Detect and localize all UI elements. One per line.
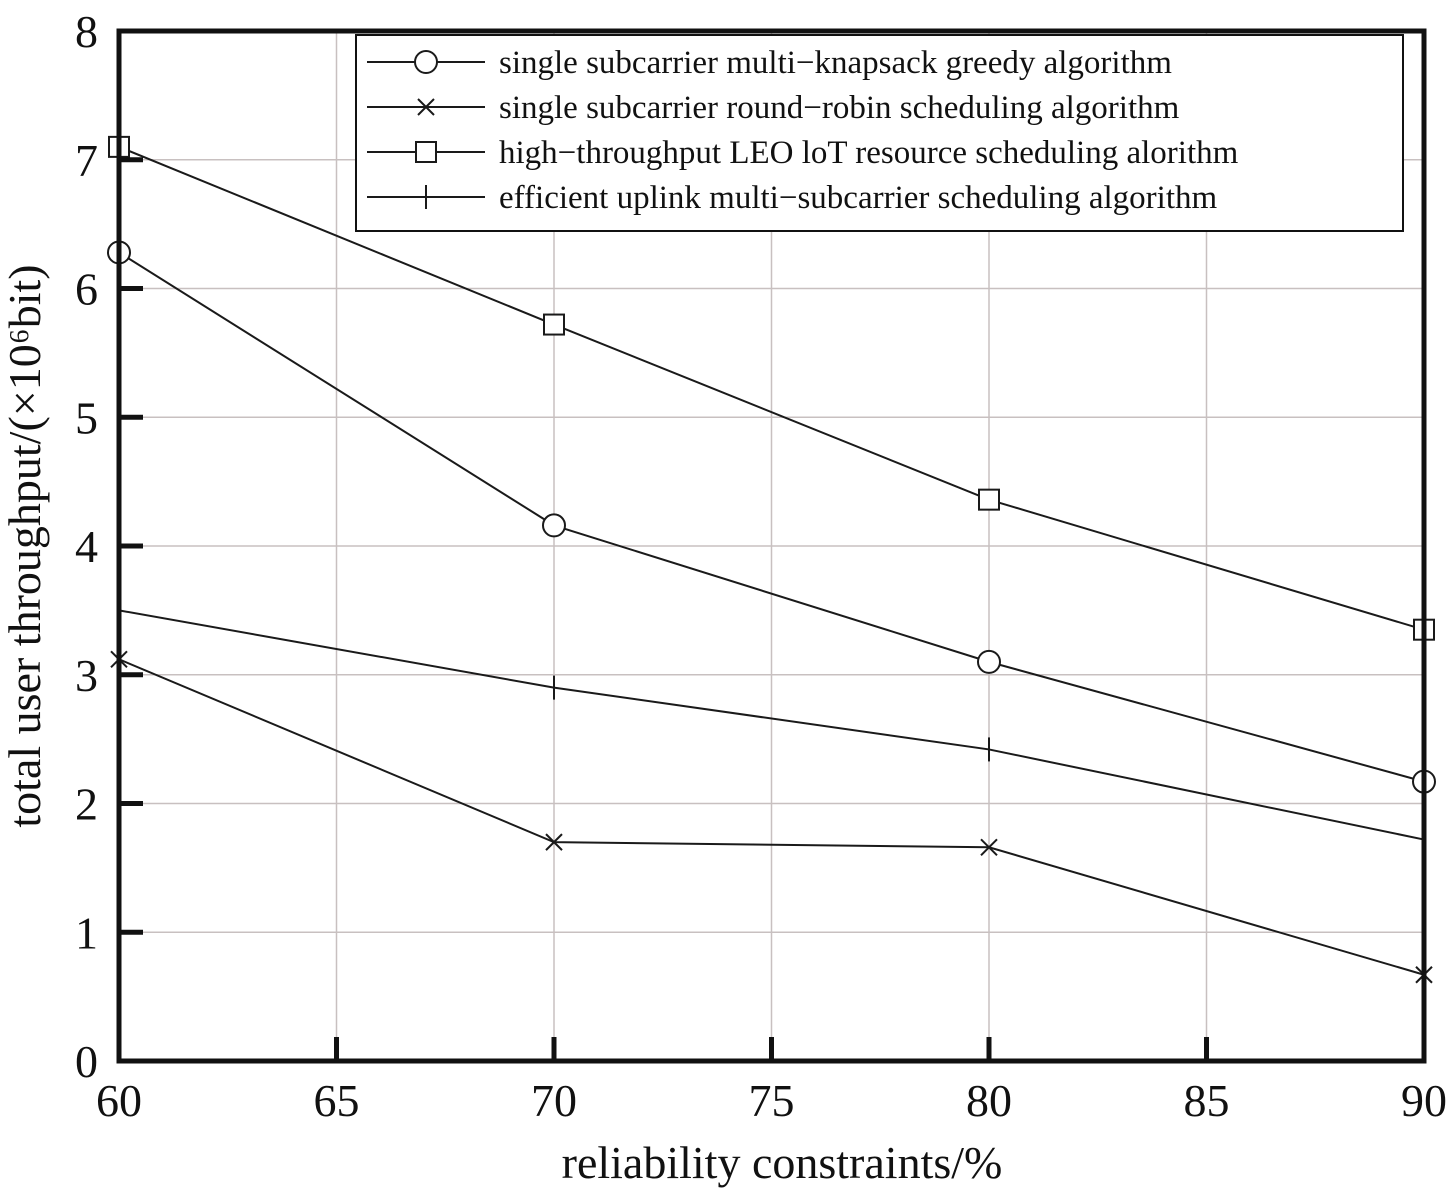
x-tick-label: 90 <box>1401 1075 1447 1126</box>
legend-marker-square <box>415 141 437 163</box>
data-point-circle <box>542 513 566 538</box>
x-axis-title: reliability constraints/% <box>562 1137 1003 1188</box>
y-tick-label: 4 <box>75 521 98 572</box>
x-tick-label: 60 <box>96 1075 142 1126</box>
y-tick-label: 2 <box>75 779 98 830</box>
y-tick-label: 0 <box>75 1036 98 1087</box>
x-tick-label: 65 <box>314 1075 360 1126</box>
legend-label: efficient uplink multi−subcarrier schedu… <box>499 180 1217 216</box>
legend-label: high−throughput LEO loT resource schedul… <box>499 135 1239 171</box>
series-layer <box>107 135 1436 984</box>
legend-entry: high−throughput LEO loT resource schedul… <box>367 135 1239 171</box>
y-axis-title: total user throughput/(×10⁶bit) <box>0 264 50 827</box>
legend-label: single subcarrier round−robin scheduling… <box>499 90 1180 126</box>
legend-marker-circle <box>414 50 438 74</box>
x-tick-label: 70 <box>531 1075 577 1126</box>
x-tick-label: 75 <box>749 1075 795 1126</box>
x-tick-label: 80 <box>966 1075 1012 1126</box>
legend-label: single subcarrier multi−knapsack greedy … <box>499 45 1172 81</box>
data-point-circle <box>977 649 1001 674</box>
y-tick-label: 1 <box>75 907 98 958</box>
data-point-x <box>980 838 998 856</box>
series-line <box>118 145 1425 631</box>
series-line <box>118 658 1425 976</box>
legend-marker-x <box>417 98 435 116</box>
x-tick-label: 85 <box>1184 1075 1230 1126</box>
y-tick-label: 8 <box>75 6 98 57</box>
data-point-square <box>543 313 565 336</box>
y-tick-label: 5 <box>75 392 98 443</box>
legend-entry: single subcarrier round−robin scheduling… <box>367 90 1180 126</box>
series-line <box>118 251 1425 783</box>
tick-layer: 60 65 70 75 80 85 90 0 1 2 3 4 5 6 7 8 <box>75 6 1447 1126</box>
y-tick-label: 6 <box>75 264 98 315</box>
legend-entry: single subcarrier multi−knapsack greedy … <box>367 45 1172 81</box>
data-point-square <box>978 488 1000 511</box>
legend-box <box>355 34 1404 232</box>
series-line <box>118 609 1425 841</box>
data-point-x <box>545 833 563 851</box>
legend-entry: efficient uplink multi−subcarrier schedu… <box>367 180 1217 216</box>
legend: single subcarrier multi−knapsack greedy … <box>355 34 1404 232</box>
y-tick-label: 7 <box>75 135 98 186</box>
y-tick-label: 3 <box>75 650 98 701</box>
